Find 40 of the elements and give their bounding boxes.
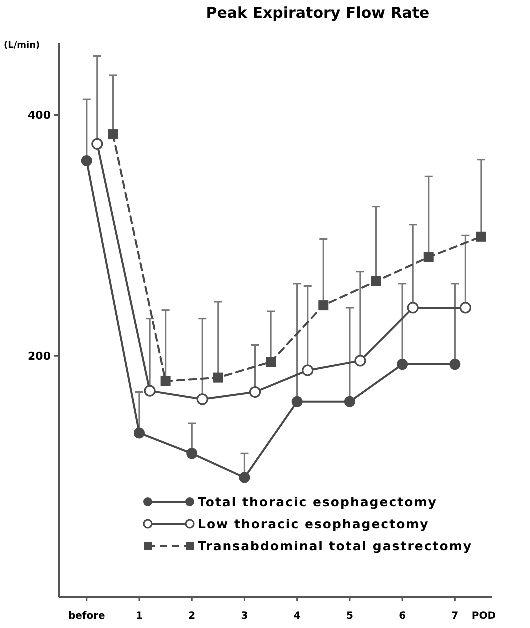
- chart-title: Peak Expiratory Flow Rate: [206, 4, 430, 22]
- point: [213, 372, 224, 383]
- point: [266, 357, 276, 368]
- x-axis-title: POD: [472, 611, 496, 622]
- point: [160, 376, 171, 386]
- point: [186, 448, 198, 460]
- point: [108, 130, 118, 140]
- point: [81, 156, 92, 167]
- point: [292, 396, 303, 408]
- point: [239, 472, 250, 484]
- point: [397, 359, 408, 370]
- x-tick-label: 2: [188, 611, 196, 622]
- point: [460, 302, 472, 314]
- x-tick-label: 1: [136, 611, 144, 622]
- x-tick-label: 3: [241, 611, 248, 622]
- x-tick-label: 4: [294, 611, 301, 622]
- point: [134, 428, 145, 439]
- point: [196, 394, 208, 406]
- y-axis-title: (L/min): [4, 41, 40, 51]
- point: [354, 355, 366, 367]
- legend-label: Transabdominal total gastrectomy: [198, 538, 472, 554]
- point: [144, 385, 156, 397]
- legend-label: Total thoracic esophagectomy: [198, 494, 438, 510]
- legend-label: Low thoracic esophagectomy: [198, 516, 430, 532]
- point: [450, 359, 461, 370]
- x-tick-label: 5: [346, 611, 354, 622]
- y-tick-label: 400: [28, 109, 52, 122]
- point: [476, 232, 486, 242]
- x-tick-label: before: [68, 611, 106, 622]
- point: [318, 300, 329, 311]
- point: [92, 138, 104, 150]
- x-tick-label: 6: [399, 611, 406, 622]
- point: [249, 386, 262, 398]
- point: [302, 364, 314, 376]
- point: [424, 252, 434, 262]
- x-tick-label: 7: [452, 611, 459, 622]
- point: [371, 276, 382, 286]
- y-tick-label: 200: [28, 350, 52, 363]
- point: [344, 396, 356, 408]
- point: [407, 302, 419, 314]
